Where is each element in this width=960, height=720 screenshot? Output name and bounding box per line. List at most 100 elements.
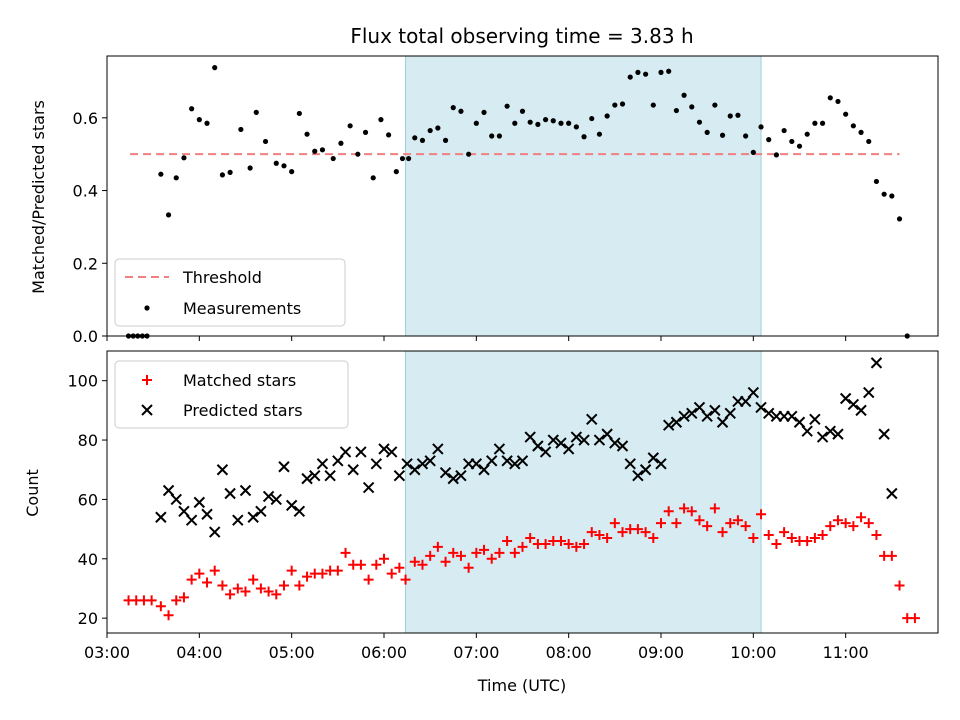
measurement-point [435,125,441,131]
measurement-point [819,120,826,126]
predicted-star-point [632,469,644,482]
matched-star-point [686,506,697,517]
predicted-star-point [870,357,883,369]
matched-star-point [640,527,651,538]
matched-star-point [432,541,443,552]
predicted-star-point [309,469,321,482]
predicted-star-point [216,464,229,476]
predicted-star-point [509,458,521,470]
predicted-star-point [709,404,721,417]
predicted-star-point [755,401,767,414]
bottom-ticks: 03:00 04:00 05:00 06:00 07:00 08:00 09:00 10:00… [67,372,868,662]
measurement-point [550,118,556,124]
measurement-point [296,110,302,117]
predicted-star-point [578,434,590,446]
matched-star-point [871,530,882,541]
measurement-point [196,117,202,123]
measurement-point [489,133,495,139]
measurement-point [781,127,787,134]
matched-star-point [555,535,566,546]
measurement-point [519,108,526,114]
bottom-ylabel: Count [23,469,42,517]
measurement-point [512,120,518,126]
matched-star-point [371,559,382,570]
predicted-star-point [570,431,583,443]
matched-star-point [779,527,790,538]
predicted-star-point [439,466,452,479]
matched-star-point [509,547,520,558]
measurement-point [704,129,710,135]
measurement-point [338,140,344,146]
predicted-star-point [416,458,429,470]
matched-star-point [848,521,859,532]
predicted-star-point [839,392,852,405]
measurement-point [281,163,287,169]
predicted-star-point [470,458,483,470]
measurement-point [227,169,233,175]
predicted-star-point [401,458,413,470]
measurement-point [466,151,472,157]
matched-star-point [756,509,767,520]
matched-star-point [502,535,513,546]
predicted-star-point [278,461,290,473]
matched-star-point [286,565,297,576]
matched-star-point [579,538,590,549]
measurement-point [766,137,772,143]
measurement-point [173,175,179,181]
predicted-star-point [324,469,336,482]
matched-star-point [248,574,259,585]
measurement-point [238,126,244,133]
matched-star-point [694,515,705,526]
matched-star-point [525,533,536,544]
measurement-point [247,165,253,171]
matched-star-point [355,559,366,570]
top-legend-box [114,258,346,327]
top-y-tick-label: 0.4 [73,182,98,201]
predicted-star-point [270,493,282,506]
x-tick-label: 09:00 [638,643,684,662]
legend-matched-label: Matched stars [183,371,296,390]
measurement-point [689,104,695,110]
measurement-point [219,172,226,178]
predicted-star-point [624,458,636,470]
matched-star-point [748,533,759,544]
measurement-point [378,117,384,123]
predicted-star-point [547,434,559,446]
matched-star-point [648,533,659,544]
predicted-star-point [339,446,352,458]
matched-star-point [725,518,736,529]
matched-star-point [771,538,782,549]
matched-star-point [417,559,428,570]
measurement-point [850,123,856,129]
x-tick-label: 11:00 [823,643,869,662]
x-tick-label: 10:00 [730,643,776,662]
measurement-point [604,113,610,119]
predicted-star-point [424,455,436,467]
measurement-point [189,106,195,112]
predicted-star-point [809,413,821,425]
measurement-point [843,111,849,117]
predicted-star-point [616,440,629,452]
predicted-star-point [447,472,459,485]
matched-star-point [400,574,411,585]
matched-star-point [209,565,220,576]
matched-star-point [448,547,459,558]
predicted-star-point [378,443,390,455]
matched-star-point [194,568,205,579]
measurement-point [527,119,533,125]
measurement-point [406,155,412,162]
measurement-point [812,120,818,126]
measurement-point [727,113,733,119]
measurement-point [312,148,318,154]
predicted-star-point [816,431,829,443]
predicted-star-point [501,455,513,467]
measurement-point [304,131,310,137]
matched-star-point [363,574,374,585]
measurement-point [735,112,741,118]
measurement-point [681,92,687,98]
measurement-point [158,171,164,177]
x-tick-label: 03:00 [84,643,130,662]
predicted-star-point [232,514,244,526]
predicted-star-point [786,410,798,423]
